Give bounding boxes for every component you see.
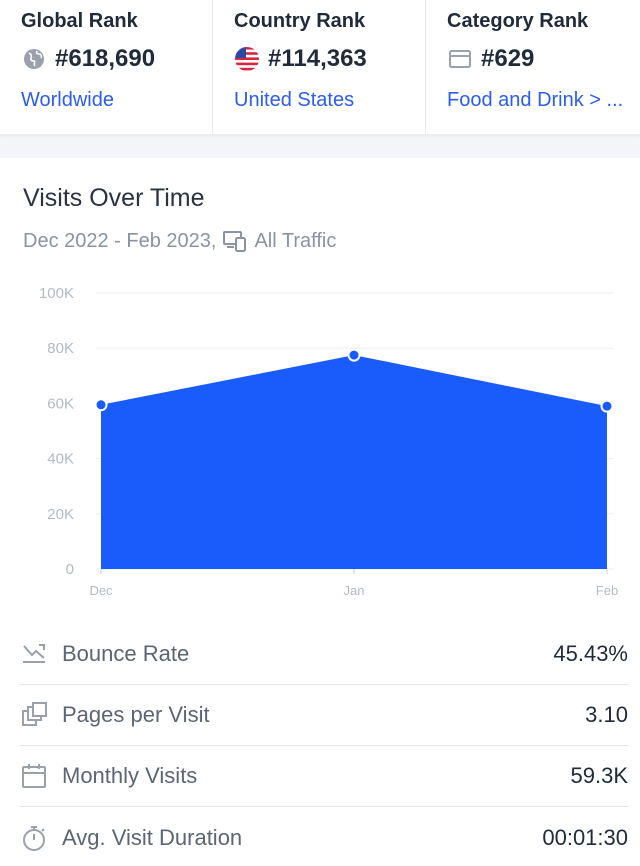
y-tick-label: 0 — [66, 561, 74, 578]
date-range: Dec 2022 - Feb 2023, — [23, 229, 217, 252]
y-tick-label: 80K — [47, 340, 74, 357]
category-icon — [447, 46, 473, 72]
data-point — [600, 399, 614, 413]
rank-bar: Global Rank #618,690 Worldwide Country R… — [0, 0, 640, 134]
globe-icon — [21, 46, 47, 72]
y-tick-label: 60K — [47, 395, 74, 412]
worldwide-link[interactable]: Worldwide — [21, 89, 114, 111]
metric-monthly-visits: Monthly Visits 59.3K — [20, 746, 628, 807]
us-flag-icon — [234, 46, 260, 72]
food-and-drink-link[interactable]: Food and Drink > ... — [447, 89, 624, 111]
metric-value: 00:01:30 — [542, 824, 628, 850]
metric-value: 45.43% — [553, 641, 628, 666]
metric-label: Avg. Visit Duration — [62, 824, 243, 850]
x-tick-label: Dec — [89, 583, 113, 598]
country-rank: Country Rank #114,363 Un — [213, 0, 426, 134]
country-rank-value: #114,363 — [268, 45, 367, 72]
united-states-link[interactable]: United States — [234, 89, 355, 111]
country-rank-title: Country Rank — [234, 10, 366, 32]
metric-pages-per-visit: Pages per Visit 3.10 — [20, 685, 628, 746]
metric-value: 3.10 — [585, 702, 628, 727]
category-rank-value: #629 — [481, 45, 535, 72]
devices-icon — [222, 228, 248, 254]
metric-value: 59.3K — [570, 763, 629, 788]
metric-label: Pages per Visit — [62, 702, 210, 727]
pages-icon — [20, 701, 48, 729]
y-tick-label: 20K — [47, 506, 74, 523]
calendar-icon — [20, 762, 48, 790]
metric-avg-visit-duration: Avg. Visit Duration 00:01:30 — [20, 807, 628, 866]
visits-subtitle: Dec 2022 - Feb 2023, All Traffic — [23, 228, 336, 254]
category-rank: Category Rank #629 Food and Drink > ... — [426, 0, 640, 134]
data-point — [94, 398, 108, 412]
category-rank-title: Category Rank — [447, 10, 589, 32]
metric-label: Bounce Rate — [62, 641, 190, 666]
visits-area — [101, 355, 607, 569]
y-tick-label: 100K — [39, 285, 74, 302]
stopwatch-icon — [20, 824, 48, 852]
traffic-type: All Traffic — [254, 229, 337, 252]
global-rank: Global Rank #618,690 Worldwide — [0, 0, 213, 134]
engagement-metrics: Bounce Rate 45.43% Pages per Visit 3.10 … — [20, 624, 628, 866]
metric-label: Monthly Visits — [62, 763, 198, 788]
global-rank-title: Global Rank — [21, 10, 138, 32]
x-tick-label: Feb — [596, 583, 618, 598]
x-tick-label: Jan — [344, 583, 365, 598]
visits-card: Visits Over Time Dec 2022 - Feb 2023, Al… — [0, 158, 640, 866]
visits-chart: 0 20K 40K 60K 80K 100K Dec Jan Feb — [39, 285, 618, 598]
data-point — [347, 348, 361, 362]
metric-bounce-rate: Bounce Rate 45.43% — [20, 624, 628, 685]
y-tick-label: 40K — [47, 451, 74, 468]
bounce-icon — [20, 640, 48, 668]
global-rank-value: #618,690 — [55, 45, 156, 72]
visits-title: Visits Over Time — [23, 184, 205, 212]
